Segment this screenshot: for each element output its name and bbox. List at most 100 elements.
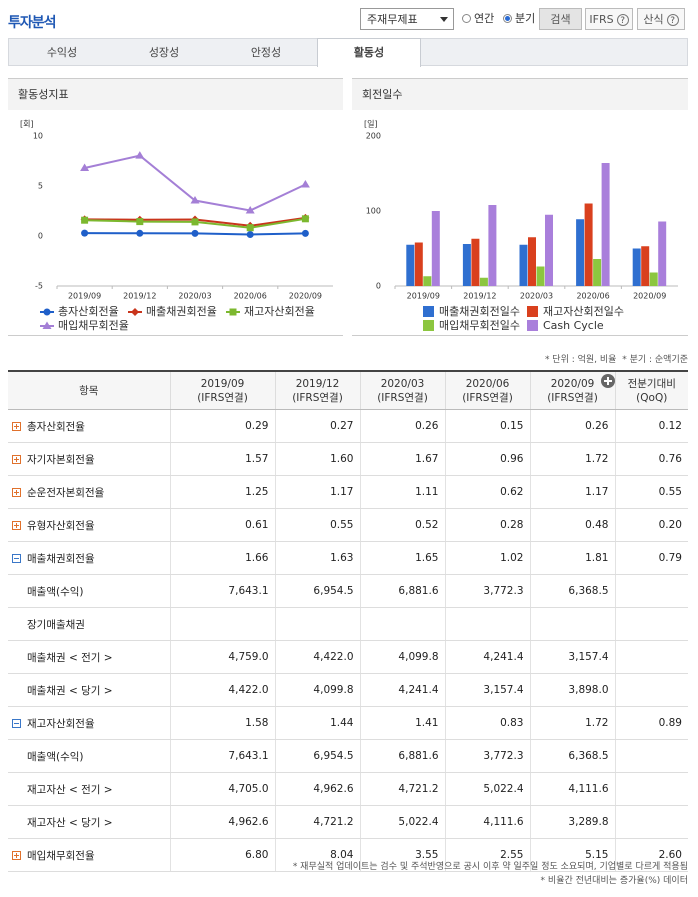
- point: [301, 229, 309, 237]
- point: [81, 216, 89, 224]
- value-cell: 0.20: [614, 508, 688, 542]
- unit-notes: * 단위 : 억원, 비율 * 분기 : 순액기준: [545, 352, 688, 365]
- cell-value: 8.04: [330, 849, 354, 861]
- cell-value: 0.27: [330, 420, 354, 432]
- value-cell: 0.52: [359, 508, 445, 542]
- footnotes: * 재무실적 업데이트는 검수 및 주석반영으로 공시 이후 약 일주일 정도 …: [293, 860, 688, 888]
- panel-border: [352, 335, 688, 336]
- value-cell: [614, 673, 688, 707]
- add-column-icon[interactable]: [601, 374, 615, 388]
- table-row: 매출액(수익) 7,643.1 6,954.5 6,881.6 3,772.3 6,368…: [8, 739, 688, 773]
- cell-value: 6,368.5: [568, 585, 609, 597]
- value-cell: 1.72: [529, 706, 615, 740]
- help-icon: ?: [666, 14, 679, 26]
- expand-icon[interactable]: [12, 553, 21, 563]
- value-cell: 0.76: [614, 442, 688, 476]
- radio-annual[interactable]: [462, 14, 471, 23]
- panel-border: [8, 335, 343, 336]
- tab[interactable]: 활동성: [317, 38, 421, 67]
- value-cell: 4,099.8: [274, 673, 360, 707]
- row-label-cell: 총자산회전율: [8, 409, 170, 443]
- row-label: 매입채무회전율: [27, 849, 95, 862]
- expand-icon[interactable]: [12, 718, 21, 728]
- x-tick-label: 2020/03: [178, 292, 211, 301]
- cell-value: 5.15: [585, 849, 609, 861]
- cell-value: 3,772.3: [483, 750, 524, 762]
- table-row: 매출액(수익) 7,643.1 6,954.5 6,881.6 3,772.3 6,368…: [8, 574, 688, 608]
- cell-value: 3,157.4: [483, 684, 524, 696]
- chart: [일] 0 100 200 2019/09 2019/12 2020/03 2020/06 20…: [364, 120, 678, 332]
- bar: [545, 214, 553, 286]
- x-tick-label: 2019/09: [407, 292, 440, 301]
- value-cell: 0.15: [444, 409, 530, 443]
- cell-value: 7,643.1: [228, 750, 269, 762]
- value-cell: 1.11: [359, 475, 445, 509]
- expand-icon[interactable]: [12, 487, 21, 497]
- cell-value: 0.96: [500, 453, 524, 465]
- formula-label: 산식: [643, 13, 664, 26]
- cell-value: 6,881.6: [398, 585, 439, 597]
- legend-swatch: [527, 306, 538, 317]
- row-label-cell: 자기자본회전율: [8, 442, 170, 476]
- statement-select[interactable]: 주재무제표: [360, 8, 454, 30]
- expand-icon[interactable]: [12, 850, 21, 860]
- bar: [431, 211, 440, 286]
- radio-quarter[interactable]: [503, 14, 512, 23]
- bar: [406, 244, 415, 286]
- value-cell: 4,099.8: [359, 640, 445, 674]
- table-row: 재고자산 < 전기 > 4,705.0 4,962.6 4,721.2 5,022.4 4…: [8, 772, 688, 806]
- expand-icon[interactable]: [12, 520, 21, 530]
- row-label-cell: 장기매출채권: [8, 607, 170, 641]
- value-cell: 0.55: [614, 475, 688, 509]
- tab[interactable]: 성장성: [148, 46, 180, 59]
- legend-label: 재고자산회전일수: [543, 304, 624, 318]
- row-label: 매출액(수익): [27, 585, 84, 598]
- value-cell: 1.17: [274, 475, 360, 509]
- bar: [479, 277, 488, 286]
- cell-value: 0.28: [500, 519, 524, 531]
- table-row: 자기자본회전율 1.57 1.60 1.67 0.96 1.72 0.76: [8, 442, 688, 476]
- value-cell: [614, 805, 688, 839]
- formula-button[interactable]: 산식?: [637, 8, 685, 30]
- tab[interactable]: 수익성: [46, 46, 78, 59]
- value-cell: 6,954.5: [274, 739, 360, 773]
- note: * 분기 : 순액기준: [622, 355, 688, 365]
- cell-value: 5,022.4: [483, 783, 524, 795]
- y-tick-label: 0: [38, 232, 43, 241]
- row-label-cell: 재고자산 < 전기 >: [8, 772, 170, 806]
- legend-swatch: [423, 306, 434, 317]
- value-cell: 1.72: [529, 442, 615, 476]
- cell-value: 4,422.0: [313, 651, 354, 663]
- header-text: 2020/03: [380, 377, 425, 390]
- x-tick-label: 2020/06: [576, 292, 609, 301]
- bar: [423, 276, 432, 286]
- cell-value: 1.58: [245, 717, 269, 729]
- legend-label: 총자산회전율: [58, 305, 119, 318]
- expand-icon[interactable]: [12, 454, 21, 464]
- value-cell: 0.89: [614, 706, 688, 740]
- point: [80, 163, 90, 171]
- y-tick-label: 0: [376, 282, 381, 291]
- value-cell: 4,111.6: [444, 805, 530, 839]
- cell-value: 3,772.3: [483, 585, 524, 597]
- cell-value: 1.17: [585, 486, 609, 498]
- cell-value: 4,099.8: [313, 684, 354, 696]
- table-row: 매출채권회전율 1.66 1.63 1.65 1.02 1.81 0.79: [8, 541, 688, 575]
- value-cell: [169, 607, 275, 641]
- cell-value: 0.52: [415, 519, 439, 531]
- x-tick-label: 2019/12: [463, 292, 496, 301]
- cell-value: 0.15: [500, 420, 524, 432]
- value-cell: 1.17: [529, 475, 615, 509]
- cell-value: 1.44: [330, 717, 354, 729]
- row-label-cell: 재고자산회전율: [8, 706, 170, 740]
- tab[interactable]: 안정성: [250, 46, 282, 59]
- expand-icon[interactable]: [12, 421, 21, 431]
- axis-unit: [회]: [20, 120, 34, 129]
- cell-value: 1.81: [585, 552, 609, 564]
- ifrs-button[interactable]: IFRS?: [585, 8, 633, 30]
- value-cell: 4,241.4: [359, 673, 445, 707]
- search-button[interactable]: 검색: [539, 8, 582, 30]
- value-cell: 2.55: [444, 838, 530, 872]
- y-tick-label: 10: [33, 132, 43, 141]
- value-cell: 7,643.1: [169, 574, 275, 608]
